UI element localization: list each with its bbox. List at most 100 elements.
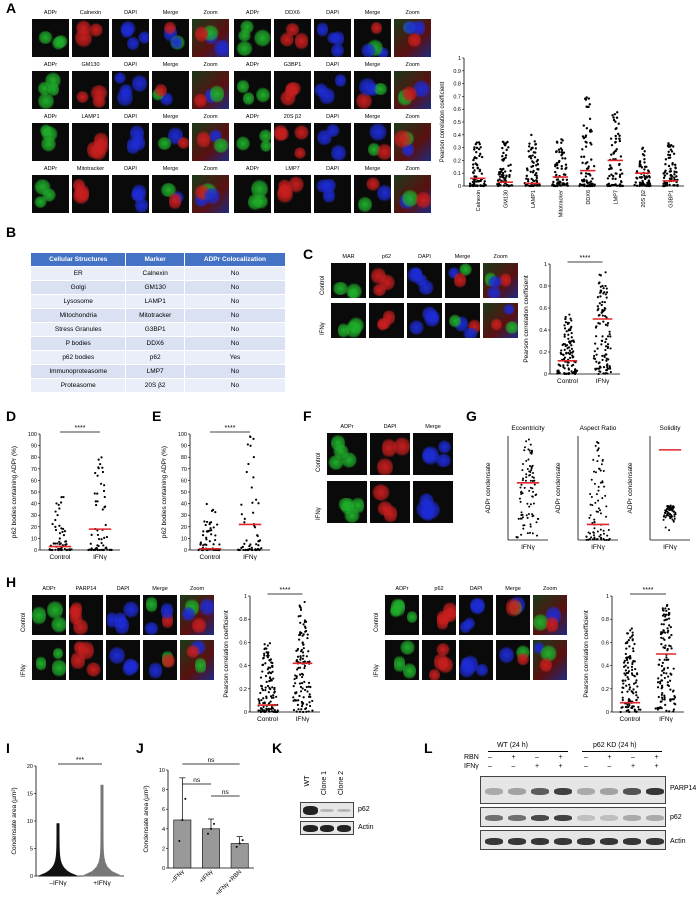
- micrograph-header: ADPr: [43, 62, 58, 68]
- cell-signal: [122, 662, 138, 676]
- data-point: [635, 170, 639, 173]
- data-point: [638, 162, 641, 166]
- data-point: [250, 548, 253, 551]
- data-point: [212, 543, 215, 546]
- micrograph-header: DAPI: [383, 424, 397, 430]
- data-point: [58, 543, 61, 546]
- data-point: [610, 143, 614, 147]
- data-point: [209, 527, 212, 530]
- data-point: [295, 699, 298, 702]
- data-point: [303, 660, 307, 663]
- data-point: [54, 525, 57, 528]
- data-point: [606, 372, 609, 375]
- data-point: [471, 163, 475, 166]
- data-point: [661, 614, 665, 617]
- cell-signal: [69, 603, 81, 621]
- data-point: [672, 698, 675, 701]
- lane-sign: –: [584, 754, 588, 761]
- data-point: [601, 459, 604, 462]
- data-point: [533, 479, 536, 482]
- cell-signal: [41, 125, 59, 143]
- data-point: [629, 636, 632, 639]
- data-point: [608, 537, 611, 540]
- data-point: [573, 372, 577, 376]
- data-point: [616, 111, 619, 114]
- micrograph-image: [233, 174, 272, 214]
- data-point: [635, 710, 638, 713]
- data-point: [565, 372, 568, 375]
- y-tick-label: 0.7: [453, 94, 461, 100]
- micrograph-image: [151, 18, 190, 58]
- micrograph-header: MAR: [342, 254, 355, 260]
- data-point: [96, 492, 99, 495]
- data-point: [558, 150, 561, 154]
- data-point: [260, 547, 263, 550]
- table-row: Immunoproteasome LMP7 No: [29, 364, 287, 379]
- data-point: [564, 163, 568, 166]
- x-tick-label: Control: [620, 716, 642, 723]
- data-point: [523, 486, 526, 489]
- data-point: [631, 631, 634, 634]
- micrograph-image: [406, 302, 443, 339]
- data-point: [480, 172, 484, 175]
- data-point: [305, 629, 308, 633]
- data-point: [660, 696, 664, 699]
- data-point: [588, 103, 592, 106]
- data-point: [497, 182, 501, 186]
- data-point: [588, 537, 591, 540]
- data-point: [605, 353, 608, 356]
- data-point: [563, 327, 567, 330]
- bar: [202, 828, 220, 869]
- micrograph-row-label: IFNγ: [374, 664, 380, 677]
- data-point: [606, 345, 610, 348]
- data-point: [303, 680, 306, 683]
- data-point: [606, 363, 609, 366]
- data-point: [530, 133, 533, 137]
- data-point: [668, 636, 671, 639]
- data-point: [498, 170, 501, 174]
- data-point: [537, 517, 540, 520]
- data-point: [295, 675, 298, 678]
- data-point: [102, 489, 106, 493]
- data-point: [628, 704, 631, 707]
- data-point: [300, 704, 304, 708]
- data-point: [255, 548, 258, 552]
- micrograph-image: [326, 432, 368, 476]
- data-point: [593, 536, 596, 539]
- micrograph-header: Zoom: [203, 62, 218, 68]
- data-point: [664, 607, 667, 610]
- cell-signal: [213, 38, 229, 57]
- data-point: [625, 647, 628, 650]
- data-point: [672, 520, 675, 523]
- data-point: [594, 342, 597, 345]
- y-tick-label: 60: [31, 478, 37, 484]
- data-point: [661, 661, 664, 664]
- data-point: [535, 521, 538, 524]
- band: [646, 787, 664, 795]
- cell-signal: [37, 31, 53, 44]
- data-point: [292, 696, 295, 699]
- data-point: [268, 676, 272, 679]
- data-point: [292, 708, 296, 712]
- data-point: [258, 701, 261, 705]
- data-point: [657, 695, 660, 699]
- data-point: [662, 671, 665, 675]
- data-point: [264, 686, 267, 689]
- data-point: [635, 699, 638, 702]
- data-point: [249, 435, 252, 439]
- y-tick-label: 0.6: [601, 640, 609, 646]
- data-point: [181, 818, 184, 821]
- cell-signal: [186, 645, 200, 659]
- data-point: [500, 175, 504, 178]
- data-point: [262, 657, 265, 660]
- data-point: [558, 183, 561, 186]
- data-point: [643, 154, 646, 157]
- cell-signal: [516, 652, 529, 667]
- data-point: [656, 706, 659, 710]
- cell-signal: [52, 647, 64, 661]
- micrograph-header: ADPr: [43, 114, 58, 120]
- data-point: [672, 505, 675, 508]
- micrograph-header: Merge: [162, 10, 179, 16]
- data-point: [601, 300, 604, 304]
- band: [600, 837, 618, 845]
